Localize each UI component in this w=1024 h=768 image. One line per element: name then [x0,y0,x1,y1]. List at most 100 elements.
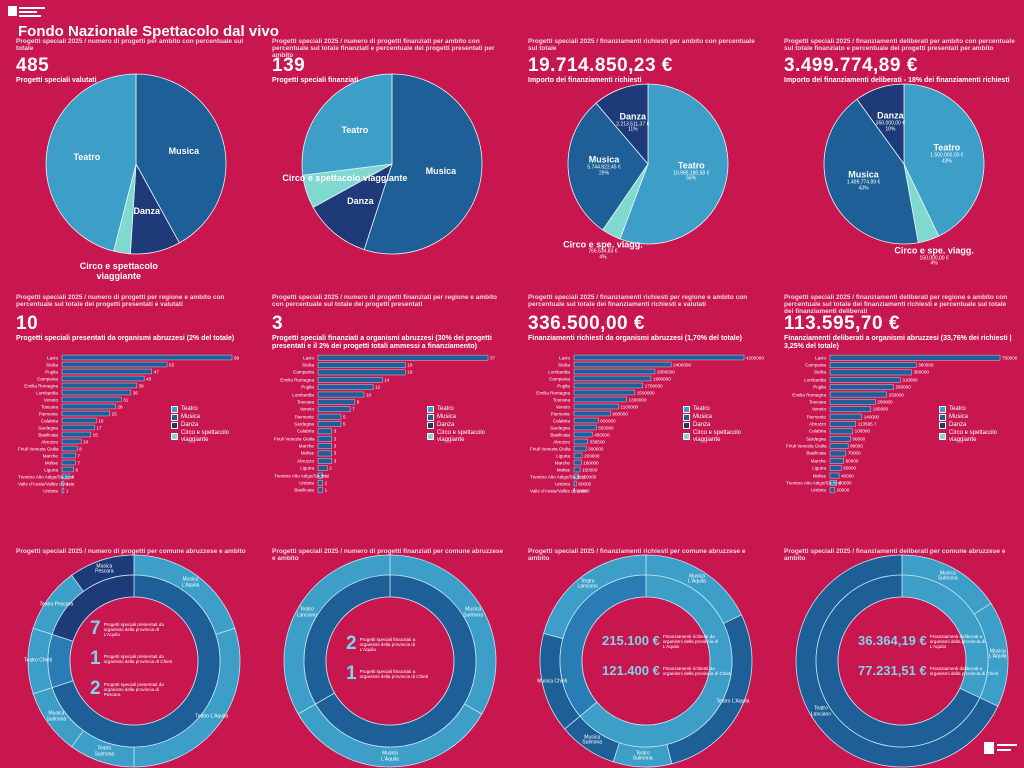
bar-value: 2 [329,465,332,471]
region-label: Marche [554,459,570,465]
bar [829,480,838,486]
bar [573,487,576,494]
region-label: Umbria [299,480,314,486]
center-entry: 36.364,19 € Finanziamenti deliberati a or… [858,634,1002,649]
bar [573,445,587,452]
region-label: Campania [37,375,58,381]
pie-slice [856,83,905,166]
bar-value: 900000 [612,410,628,416]
bar-value: 1 [324,480,328,486]
legend-item: Teatro [171,406,251,413]
region-label: Calabria [40,417,58,423]
bar [573,424,597,431]
bar-value: 3 [333,458,337,464]
bar-value: 15 [92,431,98,437]
bar [829,406,871,413]
bar-value: 113595.7 [857,421,877,427]
bar-value: 2400000 [673,361,692,367]
bar [573,410,611,417]
bar [317,472,323,479]
bar [317,406,351,413]
bar [829,472,840,479]
region-label: Liguria [812,465,826,471]
bar-value: 28 [117,403,123,409]
region-label: Toscana [296,399,314,405]
legend-swatch [683,433,690,441]
bar-value: 550000 [598,424,614,430]
bar [61,431,91,438]
legend-swatch [171,406,178,413]
center-figure: 215.100 € [602,633,660,649]
slice-name: Musica [168,145,200,156]
region-label: Toscana [552,396,570,402]
legend-label: Danza [693,422,711,429]
segment-label: Musica Pescara [95,563,114,575]
center-figure: 2 [346,633,357,654]
bar-value: 7 [77,452,80,458]
center-note: Progetti speciali finanziati a organismi… [359,669,429,680]
region-label: Sardegna [806,436,826,442]
bar [829,384,894,390]
region-label: Liguria [44,466,58,472]
slice-value: 5.744.822,45 € [587,164,621,171]
center-entry: 7 Progetti speciali presentati da organis… [90,618,176,640]
region-label: Emilia Romagna [280,377,314,383]
pie-slice [45,73,137,252]
center-entry: 2 Progetti speciali finanziati a organism… [346,633,432,655]
region-label: Molise [44,459,58,465]
legend-swatch [683,406,690,413]
bar-value: 750000 [1002,355,1018,361]
center-entry: 1 Progetti speciali finanziati a organism… [346,663,432,685]
slice-name: Musica [848,169,879,180]
bar [61,382,137,389]
slice-label: Musica [426,166,457,177]
region-label: Sardegna [294,421,314,427]
legend-item: Danza [427,422,507,429]
bar-value: 70000 [847,450,861,456]
legend-swatch [939,422,946,429]
bar-value: 120000 [580,473,597,479]
center-figure: 121.400 € [602,663,660,678]
center-entry: 121.400 € Finanziamenti richiesti da orga… [602,663,735,678]
legend-label: Circo e spettacolo viaggiante [693,430,742,443]
center-note: Finanziamenti deliberati a organismi del… [929,634,986,650]
bar-value: 37 [490,355,496,361]
bar-value: 50000 [843,465,857,471]
bar [61,487,65,494]
bar-value: 140000 [863,414,880,420]
bar [573,417,599,424]
bar [573,480,577,487]
region-label: Molise [556,466,570,472]
bar-value: 18 [98,417,104,423]
legend-swatch [171,422,178,429]
slice-label: Circo e spe. viagg. 150.000,00 €4% [889,245,979,267]
bar-value: 31 [123,396,129,402]
bar [573,382,644,389]
bar-value: 40000 [841,473,854,479]
logo [8,6,45,17]
region-label: Sicilia [46,361,58,367]
region-label: Valle d'Aosta/Vallée d'Aoste [530,487,587,493]
headline-note: Finanziamenti deliberati a organismi abr… [784,335,1012,350]
legend-label: Teatro [693,406,710,413]
region-label: Trentino Alto Adige/Südtirol [530,473,586,479]
center-note: Progetti speciali presentati da organism… [103,654,173,665]
bar-value: 200000 [584,452,600,458]
bar-value: 12 [375,384,381,390]
bar-value: 7 [77,459,80,465]
bar [573,375,652,382]
bar [317,377,383,383]
slice-value: 10.965.180,58 € [673,170,710,177]
pie-slice [135,73,227,244]
region-label: Puglia [813,384,826,390]
panel-title: Progetti speciali 2025 / finanziamenti r… [528,548,746,563]
headline: 336.500,00 € [528,313,645,334]
legend-swatch [171,433,178,441]
region-label: Lazio [47,354,58,360]
center-entry: 1 Progetti speciali presentati da organis… [90,648,176,670]
bar [573,396,627,403]
center-note: Progetti speciali presentati da organism… [103,621,164,637]
region-label: Umbria [555,480,570,486]
region-label: Calabria [552,417,570,423]
segment-label: Musica L'Aquila [181,576,200,589]
